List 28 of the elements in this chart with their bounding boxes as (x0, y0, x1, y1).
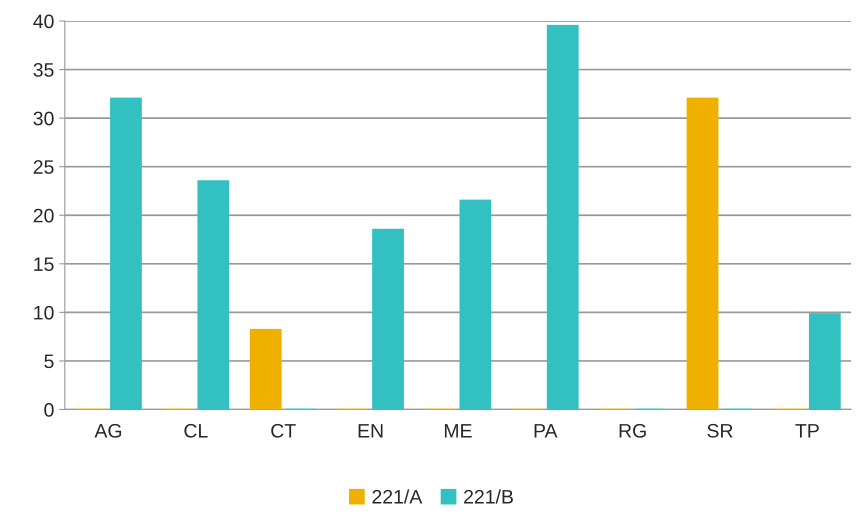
bar (110, 98, 142, 410)
bar (372, 228, 404, 410)
x-tick-label: PA (534, 424, 558, 438)
x-tick-label: ME (444, 424, 472, 438)
y-tick-label: 5 (44, 354, 54, 368)
x-tick-label: TP (795, 424, 819, 438)
y-tick-label: 40 (33, 14, 54, 28)
bar (686, 98, 718, 410)
x-tick-label: EN (358, 424, 382, 438)
x-tick-label: RG (620, 424, 646, 438)
y-tick-label: 15 (34, 257, 54, 272)
bar (250, 328, 282, 410)
bar (197, 180, 230, 410)
x-tick-label: SR (707, 424, 733, 438)
x-tick-label: CL (184, 424, 208, 438)
x-tick-label: AG (94, 424, 122, 438)
y-tick-label: 35 (34, 63, 54, 77)
bar (808, 313, 841, 410)
y-tick-label: 25 (34, 160, 54, 174)
bar (546, 24, 579, 410)
y-tick-label: 10 (34, 306, 54, 320)
legend-label: 221/B (464, 489, 513, 504)
y-tick-label: 30 (34, 112, 54, 126)
y-tick-label: 20 (34, 208, 54, 222)
y-tick-label: 0 (44, 402, 54, 417)
bar (459, 200, 492, 410)
legend-label: 221/A (372, 489, 422, 504)
x-tick-label: CT (271, 424, 296, 438)
